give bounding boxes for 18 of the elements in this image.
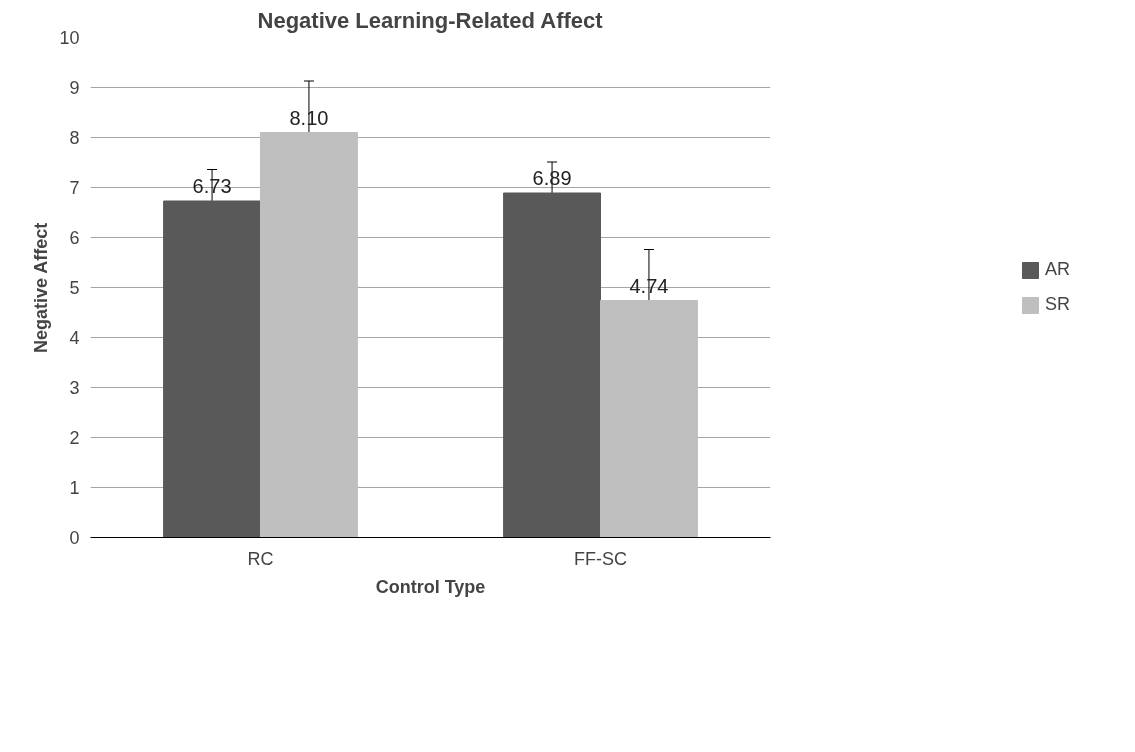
x-tick-label: FF-SC [574,548,628,569]
chart-title: Negative Learning-Related Affect [257,7,604,33]
legend-label: AR [1044,259,1071,280]
x-axis-title: Control Type [375,576,486,597]
y-tick-label: 9 [69,78,80,98]
y-tick-label: 5 [69,278,80,298]
y-tick-label: 7 [69,178,80,198]
x-tick-label: RC [247,548,274,569]
y-tick-label: 3 [69,378,80,398]
y-axis-title: Negative Affect [31,222,52,354]
y-tick-label: 8 [69,128,80,148]
y-tick-label: 2 [69,428,80,448]
y-tick-label: 4 [69,328,80,348]
y-tick-label: 0 [69,528,80,548]
y-tick-label: 6 [69,228,80,248]
y-tick-label: 1 [69,478,80,498]
legend-label: SR [1044,294,1071,315]
y-tick-label: 10 [59,28,80,48]
